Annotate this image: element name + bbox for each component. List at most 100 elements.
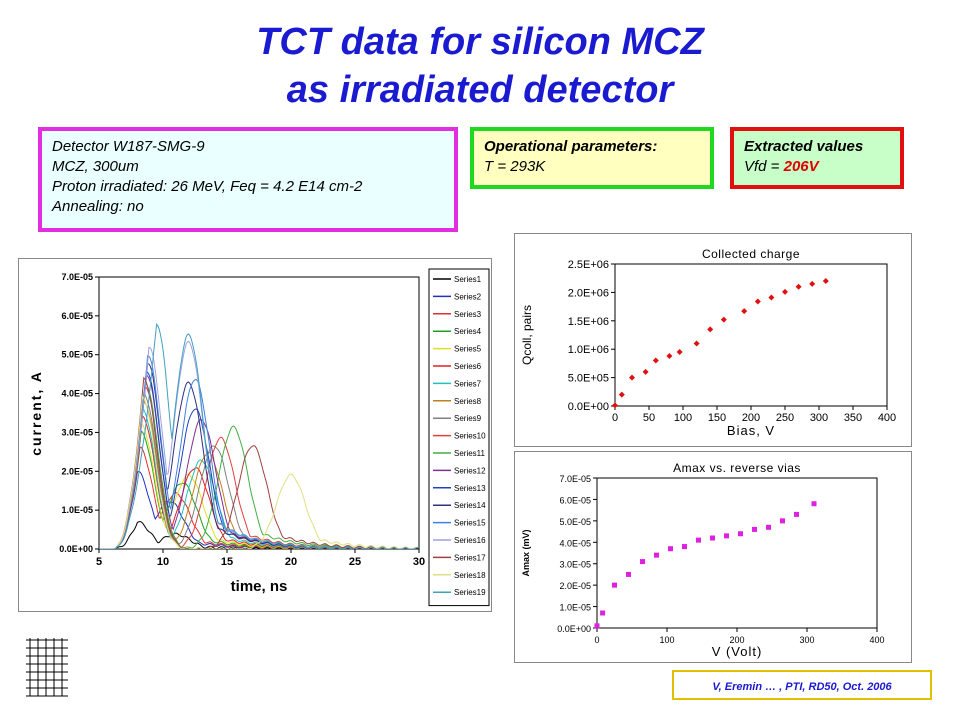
data-point	[738, 531, 743, 537]
data-point	[640, 559, 645, 565]
current-chart-panel: 0.0E+00 1.0E-05 2.0E-05 3.0E-05 4.0E-05 5.0E-…	[18, 258, 492, 612]
y-tick-label: 4.0E-05	[61, 389, 93, 399]
extracted-values-box: Extracted values Vfd = 206V	[730, 127, 904, 189]
data-point	[780, 518, 785, 524]
legend-label: Series14	[454, 501, 486, 510]
y-tick-label: 5.0E-05	[559, 517, 591, 527]
y-tick-label: 1.0E+06	[568, 344, 609, 356]
collected-charge-panel: Collected charge 0.0E+00 5.0E+05 1.0E+06 1.5…	[514, 233, 912, 447]
detector-line4: Annealing: no	[52, 198, 144, 215]
data-point	[682, 544, 687, 550]
vfd-value: 206V	[783, 158, 819, 175]
plot-area	[614, 263, 888, 407]
y-tick-label: 5.0E-05	[61, 350, 93, 360]
detector-info-box: Detector W187-SMG-9 MCZ, 300um Proton ir…	[38, 127, 458, 232]
legend-label: Series19	[454, 588, 486, 597]
x-tick-label: 400	[869, 635, 884, 645]
y-tick-label: 2.0E-05	[559, 581, 591, 591]
legend-label: Series13	[454, 484, 486, 493]
data-point	[741, 308, 748, 315]
y-tick-label: 1.5E+06	[568, 316, 609, 328]
x-tick-label: 200	[742, 412, 760, 424]
data-point	[626, 571, 631, 577]
y-tick-label: 2.0E-05	[61, 466, 93, 476]
legend-label: Series12	[454, 466, 486, 475]
collected-charge-chart: Collected charge 0.0E+00 5.0E+05 1.0E+06 1.5…	[520, 247, 896, 438]
data-point	[600, 610, 606, 616]
data-point	[707, 326, 714, 333]
legend-label: Series6	[454, 362, 482, 371]
data-point	[766, 524, 771, 530]
curves-group	[99, 322, 418, 549]
data-point	[666, 353, 673, 360]
extracted-line: Vfd = 206V	[744, 157, 890, 177]
y-tick-label: 7.0E-05	[559, 474, 591, 484]
x-tick-label: 20	[285, 556, 297, 568]
legend-label: Series16	[454, 536, 486, 545]
data-point	[752, 526, 757, 532]
detector-line1: Detector W187-SMG-9	[52, 138, 205, 155]
chart-title: Collected charge	[702, 247, 800, 261]
x-tick-label: 30	[413, 556, 425, 568]
data-point	[724, 533, 729, 539]
series-line-18	[99, 395, 418, 549]
legend-label: Series4	[454, 327, 482, 336]
x-axis-label: V (Volt)	[712, 644, 763, 659]
x-tick-label: 5	[96, 556, 102, 568]
legend-label: Series10	[454, 432, 486, 441]
x-tick-label: 100	[674, 412, 692, 424]
legend-label: Series1	[454, 275, 482, 284]
x-axis-label: time, ns	[231, 578, 288, 595]
data-point	[710, 535, 715, 541]
series-line-4	[99, 430, 418, 549]
y-tick-label: 5.0E+05	[568, 373, 609, 385]
series-line-19	[99, 322, 418, 549]
x-tick-label: 300	[810, 412, 828, 424]
data-point	[668, 546, 673, 552]
data-point	[612, 402, 618, 409]
data-point	[618, 391, 625, 398]
data-point	[720, 316, 727, 323]
y-axis-label: Amax (mV)	[521, 529, 531, 576]
y-tick-label: 3.0E-05	[559, 560, 591, 570]
extracted-heading: Extracted values	[744, 138, 864, 155]
series-line-5	[99, 422, 418, 549]
page-title-line2: as irradiated detector	[286, 69, 674, 111]
detector-line2: MCZ, 300um	[52, 158, 139, 175]
y-tick-label: 2.0E+06	[568, 287, 609, 299]
data-point	[594, 623, 600, 629]
data-point	[754, 298, 761, 305]
x-tick-label: 150	[708, 412, 726, 424]
data-point	[612, 582, 617, 588]
data-point	[822, 278, 829, 285]
series-line-14	[99, 362, 418, 549]
x-tick-label: 300	[799, 635, 814, 645]
data-point	[782, 288, 788, 295]
legend-label: Series11	[454, 449, 486, 458]
series-line-3	[99, 446, 418, 549]
data-point	[768, 294, 775, 301]
x-tick-label: 350	[844, 412, 862, 424]
grid-logo-icon	[26, 638, 68, 697]
operational-parameters-box: Operational parameters: T = 293K	[470, 127, 714, 189]
data-point	[642, 368, 649, 375]
legend-label: Series9	[454, 414, 482, 423]
x-tick-label: 15	[221, 556, 233, 568]
legend-label: Series5	[454, 345, 482, 354]
x-tick-label: 0	[612, 412, 618, 424]
y-axis-label: current, A	[28, 370, 44, 456]
x-tick-label: 50	[643, 412, 655, 424]
y-tick-label: 1.0E-05	[61, 505, 93, 515]
x-tick-label: 0	[594, 635, 599, 645]
data-point	[693, 340, 700, 347]
data-point	[809, 280, 816, 287]
data-point	[795, 283, 802, 290]
series-line-7	[99, 407, 418, 549]
legend-label: Series18	[454, 571, 486, 580]
extracted-label: Vfd =	[744, 158, 784, 175]
y-tick-label: 0.0E+00	[568, 401, 609, 413]
data-point	[652, 357, 659, 364]
x-tick-label: 200	[729, 635, 744, 645]
credit-box: V, Eremin … , PTI, RD50, Oct. 2006	[672, 670, 932, 700]
x-axis-label: Bias, V	[727, 423, 775, 438]
